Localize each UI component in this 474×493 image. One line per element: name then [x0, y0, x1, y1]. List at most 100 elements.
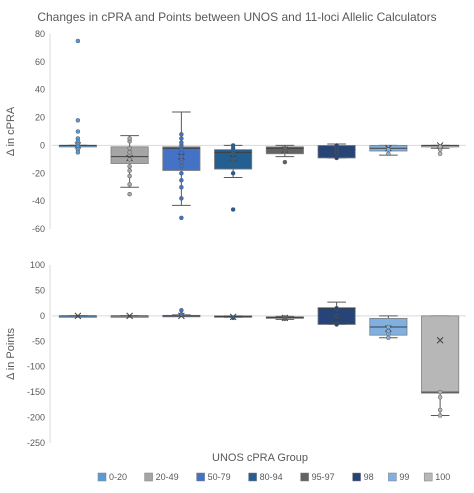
legend-label: 99 [399, 472, 409, 482]
box-98 [317, 301, 356, 327]
data-point [386, 151, 391, 157]
box-body [421, 315, 460, 394]
data-point [127, 150, 132, 155]
chart-title: Changes in cPRA and Points between UNOS … [37, 10, 436, 24]
panel-points: -250 -200 -150 -100 -50 0 50 100 Δ in Points [5, 260, 466, 448]
box-80-94 [214, 143, 253, 212]
data-point [179, 147, 184, 152]
data-point [230, 207, 236, 212]
y-tick-label: -250 [27, 438, 45, 448]
data-point [179, 132, 184, 137]
data-point [334, 143, 339, 148]
y-tick-label: -50 [32, 336, 45, 346]
y-tick-label: -60 [32, 224, 45, 234]
data-point [179, 312, 184, 317]
data-point [334, 322, 339, 327]
legend-item-99: 99 [388, 472, 409, 482]
box-20-49 [110, 135, 149, 197]
y-tick-label: -40 [32, 196, 45, 206]
legend-swatch [352, 472, 361, 482]
data-point [282, 159, 288, 165]
data-point [179, 178, 184, 183]
data-point [127, 173, 132, 179]
data-point [334, 150, 339, 155]
data-point [179, 196, 184, 201]
data-point [437, 144, 443, 150]
y-tick-label: 0 [40, 140, 45, 150]
data-point [386, 328, 391, 334]
legend-swatch [196, 472, 205, 482]
data-point [179, 184, 184, 190]
data-point [334, 155, 339, 161]
data-point [282, 315, 288, 320]
data-point [437, 389, 443, 395]
data-point [179, 154, 184, 159]
legend-item-50-79: 50-79 [196, 472, 231, 482]
data-point [230, 171, 236, 176]
y-tick-label: 60 [35, 57, 45, 67]
box-95-97 [265, 314, 304, 322]
box-99 [369, 315, 408, 340]
data-point [127, 168, 132, 173]
legend-swatch [388, 472, 397, 482]
box-0-20 [58, 38, 97, 155]
data-point [230, 143, 236, 148]
x-axis-title: UNOS cPRA Group [212, 452, 308, 464]
data-point [127, 157, 132, 162]
box-80-94 [214, 313, 253, 321]
legend-label: 95-97 [312, 472, 335, 482]
legend-label: 80-94 [260, 472, 283, 482]
legend-label: 50-79 [208, 472, 231, 482]
data-point [179, 215, 184, 221]
legend-swatch [248, 472, 257, 482]
data-point [179, 159, 184, 165]
data-point [230, 157, 236, 162]
box-95-97 [265, 144, 304, 165]
data-point [75, 150, 81, 155]
legend-item-20-49: 20-49 [144, 472, 179, 482]
data-point [75, 38, 81, 44]
y-tick-label: -150 [27, 387, 45, 397]
data-point [437, 413, 443, 418]
data-point [179, 164, 184, 169]
data-point [179, 308, 184, 313]
legend-item-100: 100 [423, 472, 450, 482]
data-point [334, 313, 339, 319]
data-point [386, 147, 391, 152]
y-axis-title: Δ in Points [5, 328, 17, 380]
legend-swatch [300, 472, 309, 482]
legend-item-0-20: 0-20 [97, 472, 127, 482]
y-tick-label: 0 [40, 311, 45, 321]
data-point [230, 315, 236, 321]
data-point [127, 136, 132, 141]
legend-label: 98 [364, 472, 374, 482]
box-50-79 [162, 111, 201, 221]
data-point [334, 305, 339, 311]
box-99 [369, 144, 408, 157]
data-point [282, 145, 288, 151]
panel-cpra: -60 -40 -20 0 20 40 60 80 Δ in cPRA [5, 29, 466, 234]
data-point [437, 394, 443, 400]
legend-swatch [144, 472, 153, 482]
legend: 0-20 20-49 50-79 80-94 95-97 98 99 100 [97, 472, 450, 482]
legend-swatch [97, 472, 107, 482]
legend-item-80-94: 80-94 [248, 472, 283, 482]
box-100 [421, 315, 460, 418]
y-tick-label: -200 [27, 413, 45, 423]
y-tick-label: 100 [30, 260, 45, 270]
y-tick-label: 20 [35, 113, 45, 123]
legend-label: 0-20 [109, 472, 127, 482]
data-point [127, 182, 132, 187]
mean-marker [74, 312, 82, 320]
data-point [127, 145, 132, 151]
box-98 [317, 143, 356, 161]
data-point [127, 164, 132, 169]
data-point [230, 151, 236, 157]
y-tick-label: 40 [35, 85, 45, 95]
box-100 [421, 142, 460, 157]
data-point [179, 140, 184, 145]
legend-item-95-97: 95-97 [300, 472, 335, 482]
y-tick-label: 50 [35, 285, 45, 295]
mean-marker [126, 312, 133, 320]
